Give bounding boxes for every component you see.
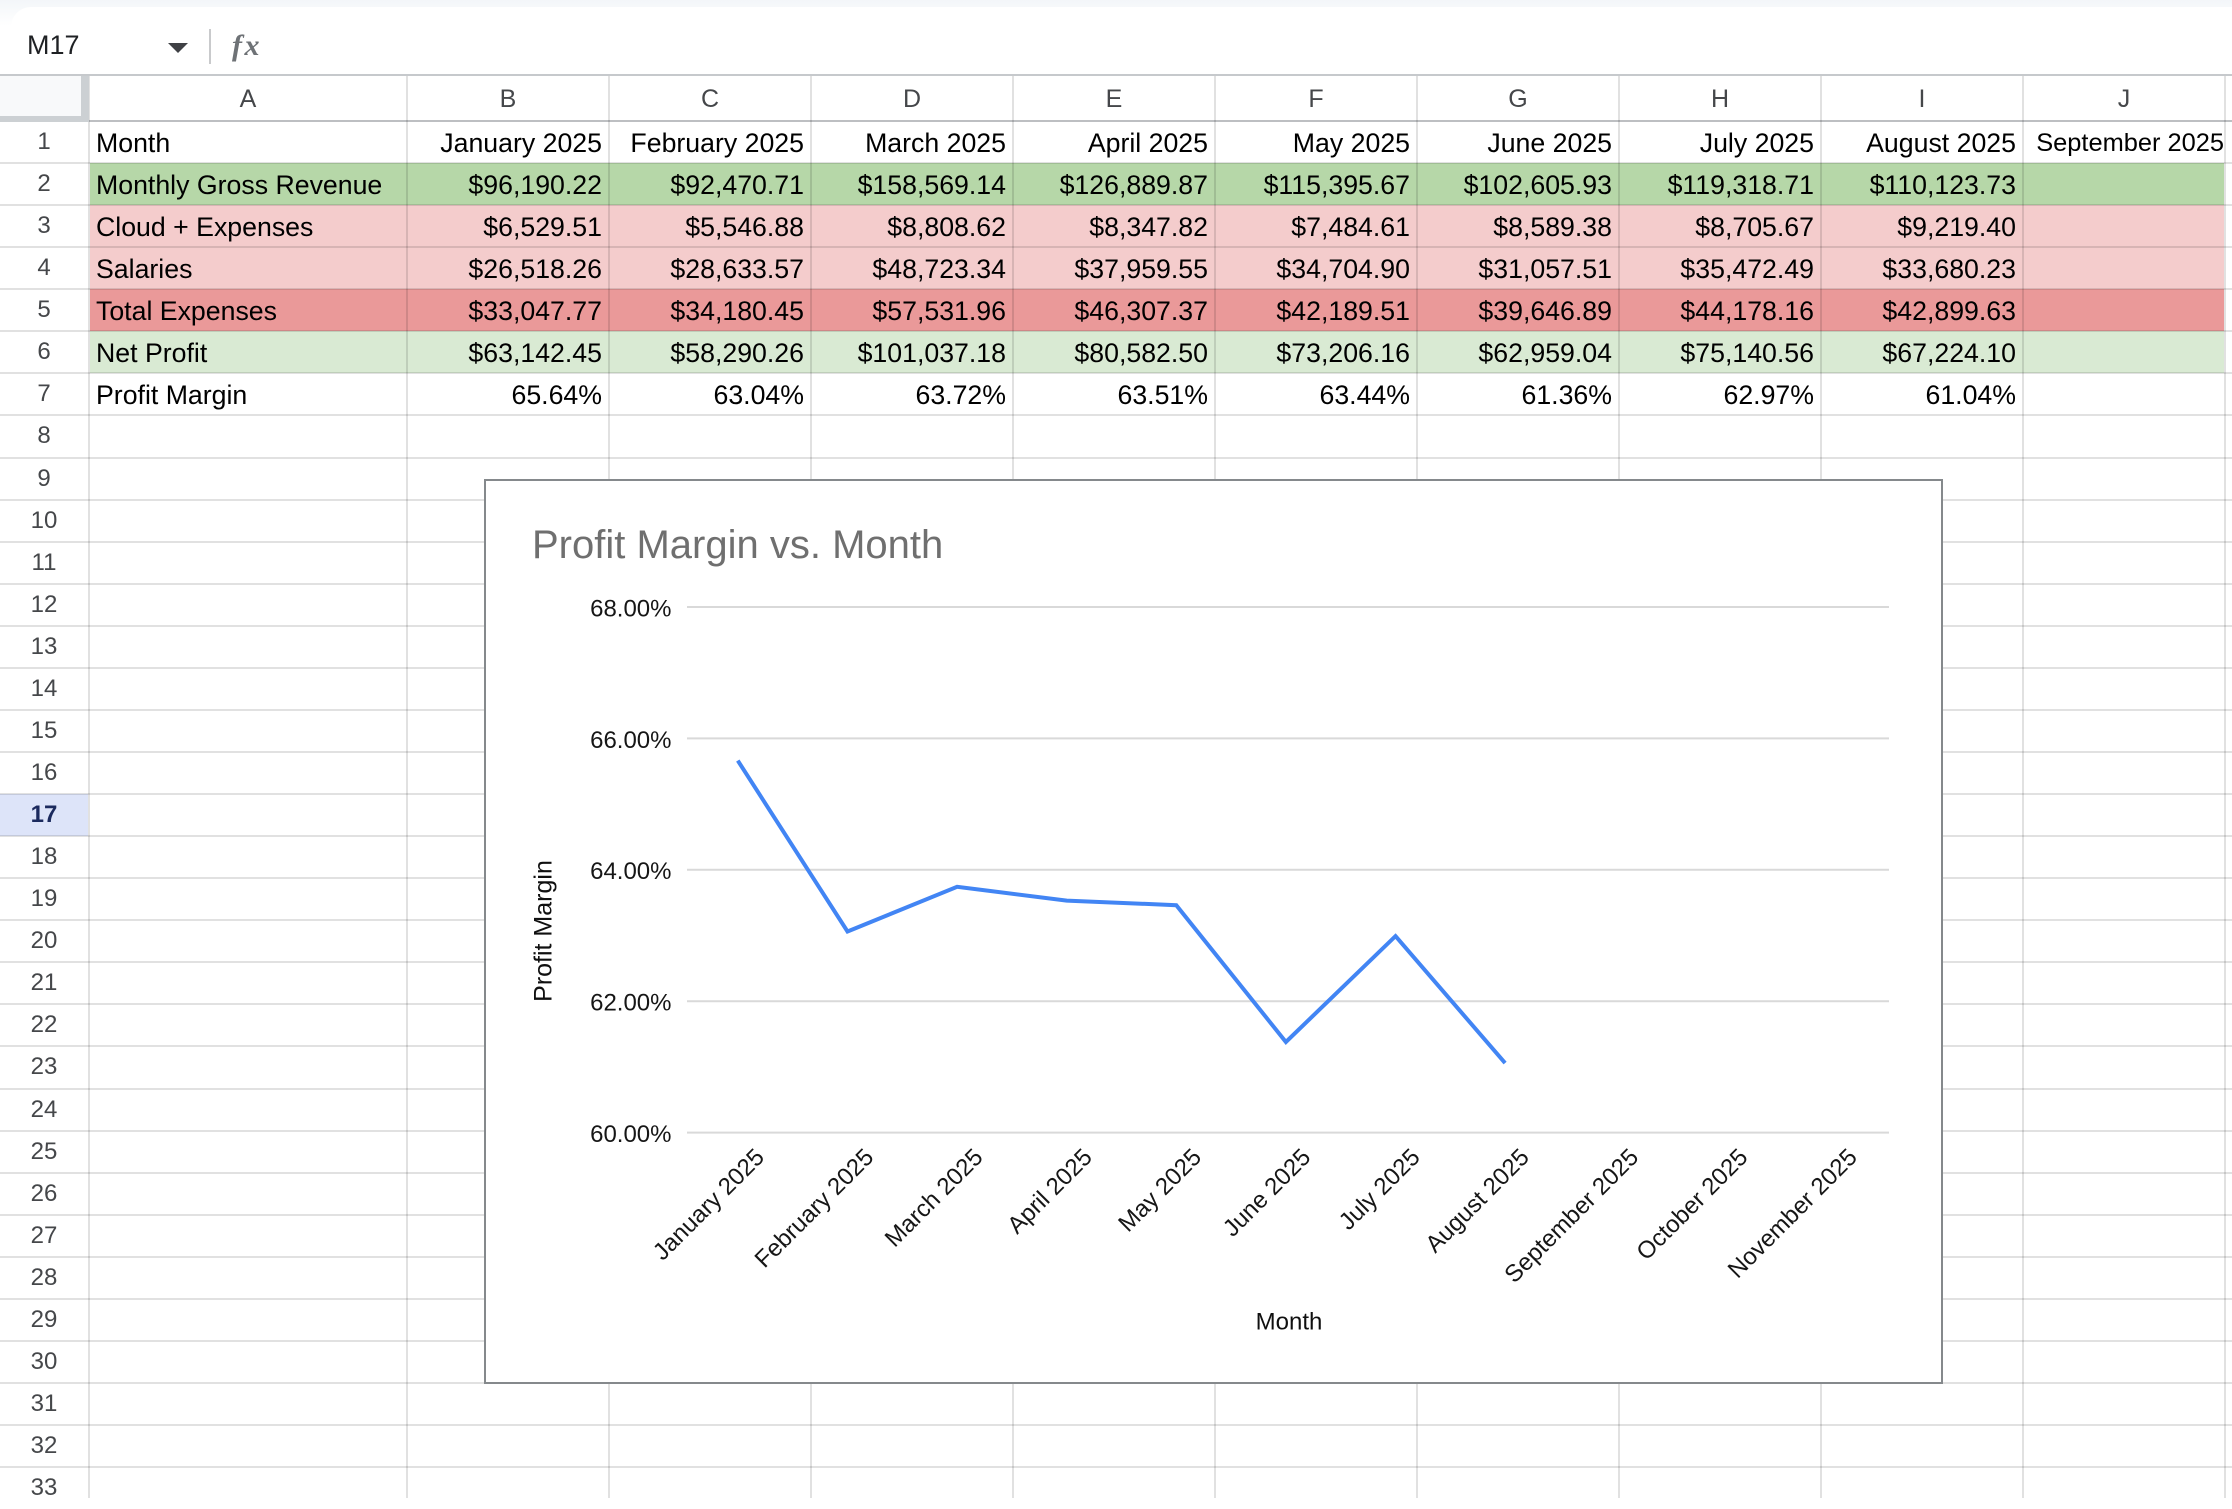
svg-text:68.00%: 68.00%: [590, 595, 671, 622]
svg-text:66.00%: 66.00%: [590, 727, 671, 754]
svg-text:Month: Month: [1256, 1309, 1323, 1336]
svg-text:Profit Margin vs. Month: Profit Margin vs. Month: [532, 523, 943, 567]
svg-text:60.00%: 60.00%: [590, 1121, 671, 1148]
svg-text:64.00%: 64.00%: [590, 858, 671, 885]
svg-text:62.00%: 62.00%: [590, 990, 671, 1017]
svg-text:Profit Margin: Profit Margin: [530, 860, 558, 1002]
